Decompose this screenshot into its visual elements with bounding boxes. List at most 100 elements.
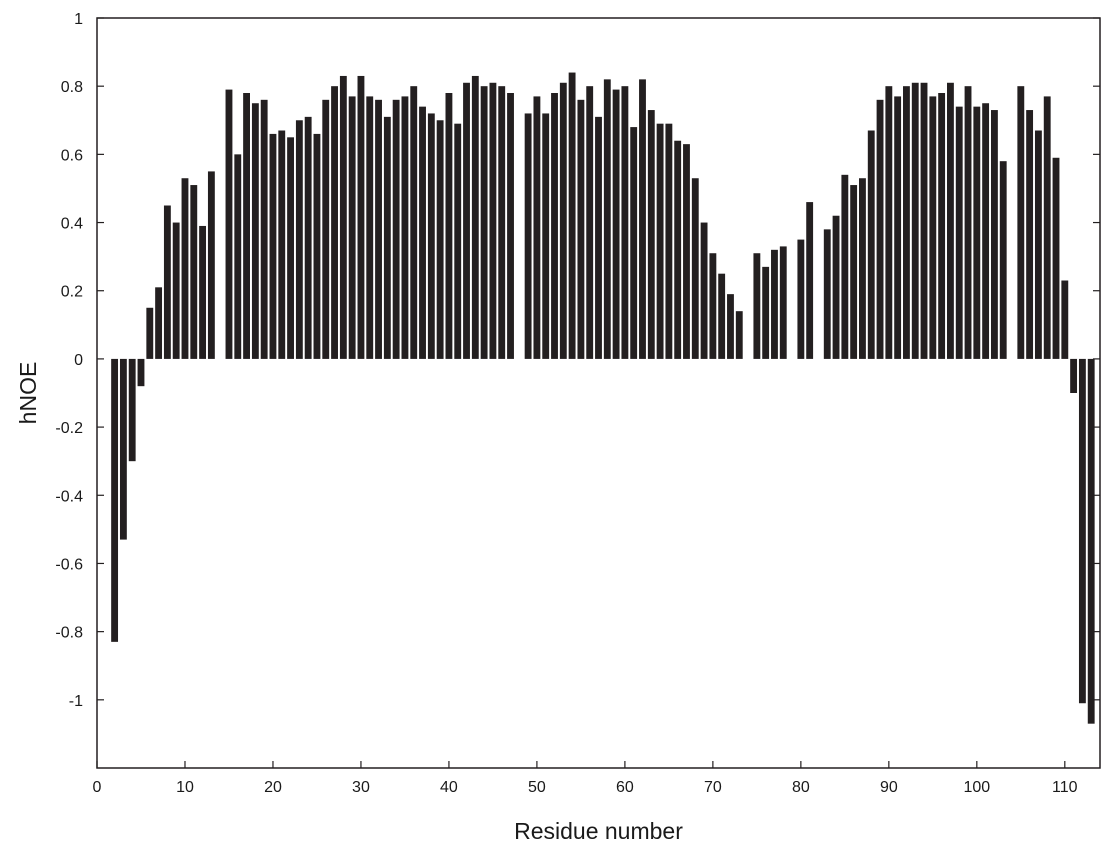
- x-tick-label: 100: [963, 779, 990, 796]
- bar-residue-28: [339, 75, 347, 359]
- plot-frame: [96, 17, 1101, 769]
- bar-residue-113: [1087, 358, 1095, 724]
- bar-residue-41: [454, 123, 462, 359]
- bar-residue-56: [586, 86, 594, 359]
- bar-residue-2: [111, 358, 119, 642]
- bar-residue-73: [735, 311, 743, 359]
- bar-residue-12: [199, 225, 207, 359]
- bar-residue-59: [612, 89, 620, 359]
- bar-residue-102: [990, 110, 998, 359]
- y-axis: -1 -0.8 -0.6 -0.4 -0.2 0 0.2 0.4 0.6 0.8 1: [55, 11, 1100, 710]
- bar-residue-4: [128, 358, 136, 462]
- bar-residue-43: [471, 75, 479, 359]
- bar-residue-38: [427, 113, 435, 359]
- bar-residue-42: [463, 82, 470, 359]
- bar-residue-63: [647, 110, 655, 359]
- bar-residue-35: [401, 96, 409, 359]
- bar-residue-64: [656, 123, 664, 359]
- bar-residue-39: [436, 120, 444, 359]
- bar-residue-47: [507, 93, 514, 359]
- bar-residue-87: [859, 178, 866, 359]
- bar-residue-53: [559, 82, 567, 359]
- bar-residue-69: [700, 222, 708, 359]
- bar-residue-112: [1078, 358, 1086, 704]
- x-tick-label: 80: [792, 779, 810, 796]
- bar-residue-13: [207, 171, 215, 359]
- bar-residue-86: [850, 185, 858, 359]
- bar-residue-89: [876, 99, 884, 359]
- bar-residue-23: [295, 120, 303, 359]
- bar-residue-17: [243, 93, 250, 359]
- bar-residue-70: [709, 253, 717, 359]
- bar-residue-81: [806, 202, 814, 359]
- bar-residue-76: [762, 266, 770, 359]
- x-tick-label: 10: [176, 779, 194, 796]
- x-axis-title: Residue number: [514, 818, 683, 844]
- y-tick-label: -0.2: [55, 420, 83, 437]
- bar-residue-18: [251, 103, 259, 359]
- bar-residue-105: [1017, 86, 1025, 359]
- bar-residue-92: [903, 86, 910, 359]
- x-tick-label: 70: [704, 779, 722, 796]
- bars-group: [111, 72, 1095, 724]
- y-tick-label: -0.4: [55, 488, 83, 505]
- bar-residue-101: [982, 103, 990, 359]
- bar-residue-44: [480, 86, 488, 359]
- bar-residue-24: [304, 116, 312, 359]
- y-tick-label: -1: [69, 693, 83, 710]
- bar-residue-103: [999, 161, 1007, 359]
- bar-residue-21: [278, 130, 286, 359]
- bar-residue-3: [119, 358, 127, 540]
- bar-residue-5: [137, 358, 145, 387]
- bar-residue-22: [287, 137, 294, 359]
- bar-residue-20: [269, 133, 277, 359]
- bar-residue-52: [551, 93, 558, 359]
- bar-residue-8: [163, 205, 171, 359]
- bar-residue-94: [920, 82, 928, 359]
- bar-residue-57: [595, 116, 602, 359]
- x-tick-label: 60: [616, 779, 634, 796]
- bar-residue-109: [1052, 157, 1060, 359]
- bar-residue-49: [524, 113, 532, 359]
- bar-residue-62: [639, 79, 646, 359]
- bar-residue-34: [392, 99, 400, 359]
- bar-residue-54: [568, 72, 576, 359]
- bar-residue-93: [911, 82, 919, 359]
- bar-residue-61: [630, 127, 638, 359]
- bar-residue-66: [674, 140, 682, 359]
- bar-residue-107: [1034, 130, 1042, 359]
- bar-residue-29: [348, 96, 356, 359]
- bar-residue-96: [938, 93, 946, 359]
- y-tick-label: 1: [74, 11, 83, 28]
- bar-residue-51: [542, 113, 550, 359]
- bar-residue-90: [885, 86, 893, 359]
- bar-residue-40: [445, 93, 453, 359]
- x-tick-label: 30: [352, 779, 370, 796]
- bar-residue-83: [823, 229, 831, 359]
- bar-residue-32: [375, 99, 382, 359]
- x-tick-label: 20: [264, 779, 282, 796]
- bar-residue-27: [331, 86, 338, 359]
- bar-residue-108: [1043, 96, 1051, 359]
- bar-residue-99: [964, 86, 972, 359]
- bar-residue-15: [225, 89, 233, 359]
- bar-residue-67: [683, 144, 690, 359]
- x-tick-label: 110: [1052, 779, 1078, 796]
- y-axis-title: hNOE: [15, 362, 41, 425]
- bar-residue-85: [841, 174, 849, 359]
- bar-residue-106: [1026, 110, 1034, 359]
- bar-residue-33: [383, 116, 391, 359]
- y-tick-label: 0.2: [61, 284, 83, 301]
- x-tick-label: 0: [93, 779, 102, 796]
- bar-residue-16: [234, 154, 242, 359]
- y-tick-label: 0: [74, 352, 83, 369]
- bar-residue-46: [498, 86, 506, 359]
- bar-residue-31: [366, 96, 374, 359]
- bar-residue-100: [973, 106, 981, 359]
- bar-residue-25: [313, 133, 321, 359]
- bar-residue-84: [832, 215, 840, 359]
- x-axis: 0 10 20 30 40 50 60 70 80 90 100 110: [93, 761, 1078, 796]
- bar-residue-71: [718, 273, 726, 359]
